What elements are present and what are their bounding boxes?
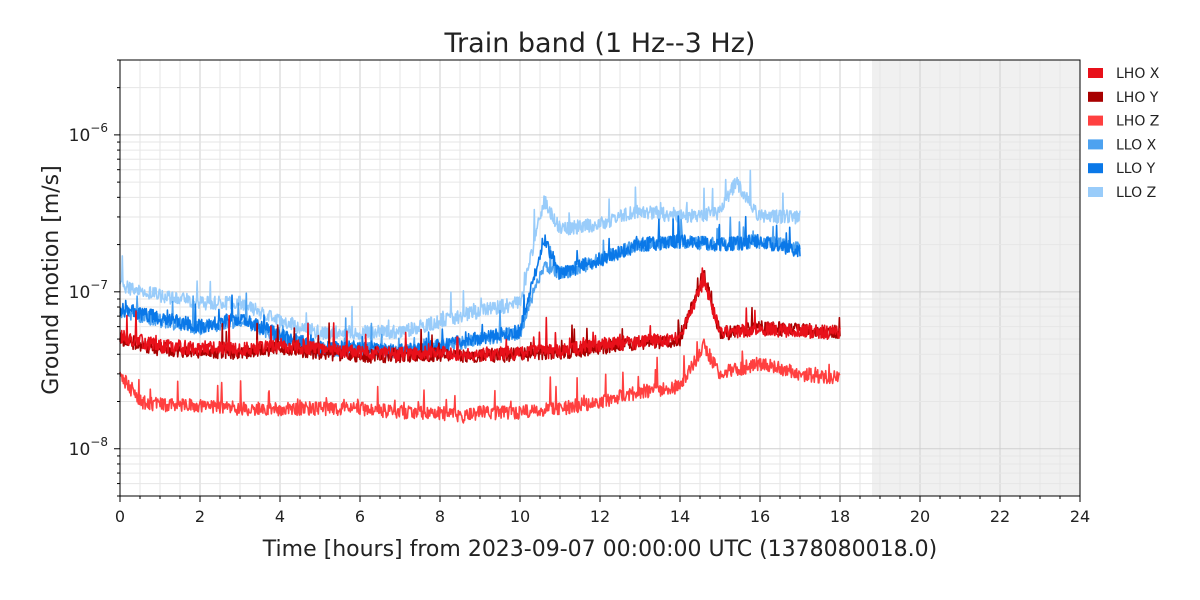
x-tick-label: 18	[830, 507, 850, 526]
x-tick-label: 8	[435, 507, 445, 526]
chart-title: Train band (1 Hz--3 Hz)	[444, 28, 756, 59]
x-tick-label: 0	[115, 507, 125, 526]
x-tick-label: 24	[1070, 507, 1090, 526]
x-tick-label: 6	[355, 507, 365, 526]
legend-label-lho-z: LHO Z	[1116, 114, 1159, 130]
legend-label-lho-y: LHO Y	[1116, 90, 1159, 106]
x-axis-label: Time [hours] from 2023-09-07 00:00:00 UT…	[262, 537, 937, 562]
x-tick-label: 4	[275, 507, 285, 526]
legend-swatch-lho-y	[1088, 91, 1103, 102]
series-line-lho-z	[119, 338, 841, 424]
y-axis-label: Ground motion [m/s]	[39, 165, 64, 394]
legend-swatch-lho-x	[1088, 68, 1103, 78]
legend-swatch-lho-z	[1088, 115, 1103, 126]
x-tick-label: 20	[910, 507, 930, 526]
legend-label-llo-z: LLO Z	[1116, 185, 1156, 201]
y-tick-label: 10−8	[69, 435, 108, 460]
y-tick-label: 10−6	[69, 121, 108, 146]
legend-swatch-llo-z	[1088, 187, 1103, 197]
series-layer	[119, 169, 841, 424]
x-tick-label: 2	[195, 507, 205, 526]
x-tick-label: 22	[990, 507, 1010, 526]
x-axis-ticks: 0 2 4 6 8 10 12 14 16 18 20 22 24	[115, 496, 1090, 526]
series-line-lho-x	[119, 267, 841, 362]
legend-label-llo-x: LLO X	[1116, 137, 1157, 153]
x-tick-label: 16	[750, 507, 770, 526]
x-tick-label: 14	[670, 507, 690, 526]
y-tick-label: 10−7	[69, 278, 108, 303]
series-line-llo-z	[119, 169, 801, 341]
shaded-region	[872, 60, 1080, 496]
legend-swatch-llo-x	[1088, 139, 1103, 150]
legend-label-llo-y: LLO Y	[1116, 161, 1156, 177]
series-line-llo-y	[119, 215, 801, 357]
y-axis-ticks: 10−8 10−7 10−6	[69, 59, 120, 497]
legend-label-lho-x: LHO X	[1116, 66, 1160, 82]
x-tick-label: 10	[510, 507, 530, 526]
legend-swatch-llo-y	[1088, 163, 1103, 174]
x-tick-label: 12	[590, 507, 610, 526]
shaded-region-layer	[872, 60, 1080, 496]
legend: LHO X LHO Y LHO Z LLO X LLO Y LLO Z	[1088, 66, 1160, 201]
